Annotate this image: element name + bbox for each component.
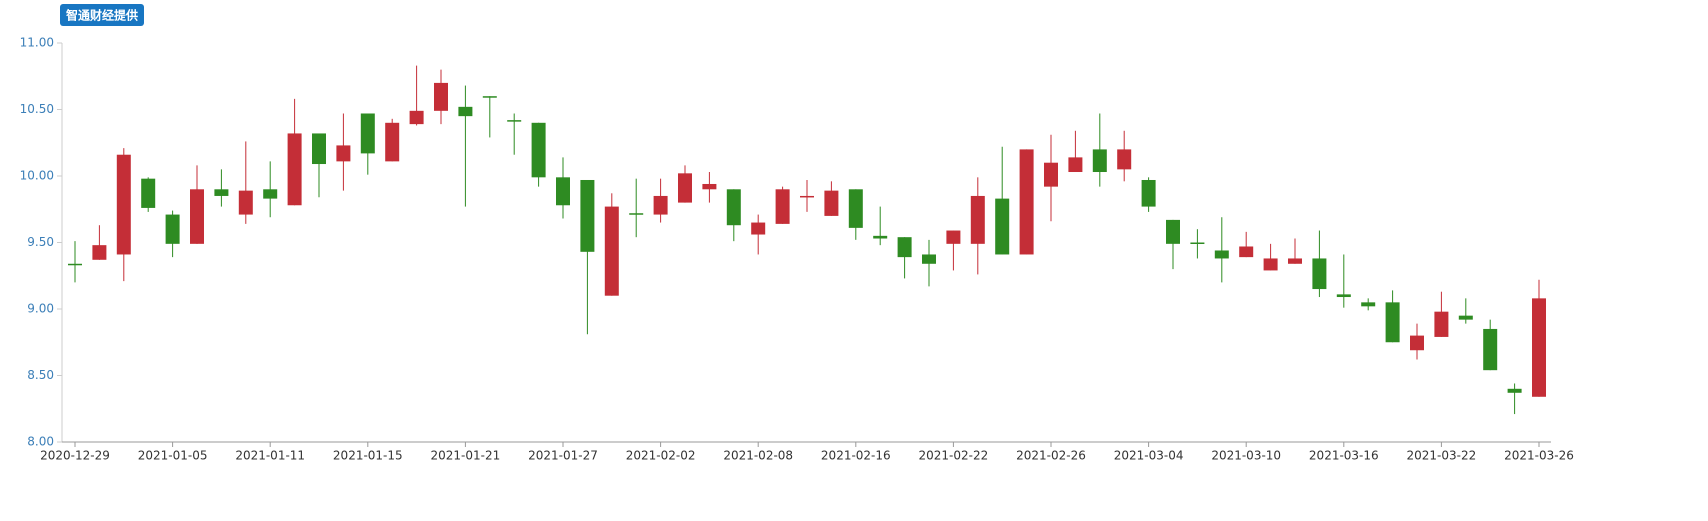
candle-body — [68, 263, 82, 266]
candle-body — [141, 178, 156, 208]
candle-body — [1458, 315, 1473, 320]
candle-body — [629, 213, 644, 215]
candle-body — [1019, 149, 1034, 255]
x-tick-label: 2021-02-22 — [919, 449, 989, 463]
candle-body — [287, 133, 302, 206]
candle-body — [482, 96, 497, 98]
y-tick-label: 8.00 — [27, 435, 54, 449]
candle-body — [458, 106, 473, 117]
candle-body — [775, 189, 790, 224]
y-tick-label: 11.00 — [20, 36, 54, 50]
candle-body — [92, 245, 107, 260]
candle-body — [1239, 246, 1254, 258]
candle-body — [116, 154, 131, 255]
candle-body — [1263, 258, 1278, 271]
candle-body — [897, 237, 912, 258]
x-tick-label: 2021-01-11 — [235, 449, 305, 463]
candle-body — [678, 173, 692, 203]
candle-body — [1190, 242, 1205, 244]
candle-body — [604, 206, 619, 296]
candle-body — [1092, 149, 1107, 173]
candle-body — [922, 254, 936, 264]
candle-body — [238, 190, 253, 215]
candle-body — [385, 122, 400, 162]
candle-body — [702, 183, 717, 190]
candle-body — [848, 189, 863, 228]
candle-body — [1166, 219, 1180, 244]
candle-body — [1434, 311, 1449, 337]
candle-body — [263, 189, 278, 199]
x-tick-label: 2021-02-08 — [723, 449, 793, 463]
candle-body — [1483, 328, 1498, 371]
candle-body — [824, 190, 839, 216]
candle-body — [726, 189, 741, 226]
candle-body — [1532, 298, 1546, 397]
candle-body — [1507, 388, 1522, 393]
candle-body — [336, 145, 351, 162]
x-tick-label: 2021-03-04 — [1114, 449, 1184, 463]
candle-body — [580, 179, 595, 252]
candle-body — [873, 235, 888, 239]
candle-body — [312, 133, 326, 165]
source-badge — [60, 4, 144, 26]
candle-body — [1288, 258, 1302, 264]
candle-body — [1044, 162, 1058, 187]
y-tick-label: 10.00 — [20, 169, 54, 183]
candle-body — [995, 198, 1010, 255]
x-tick-label: 2021-01-15 — [333, 449, 403, 463]
x-tick-label: 2021-03-22 — [1407, 449, 1477, 463]
candle-body — [1385, 302, 1400, 343]
candle-body — [507, 120, 522, 122]
candle-body — [751, 222, 766, 235]
y-tick-label: 10.50 — [20, 102, 54, 116]
y-tick-label: 8.50 — [27, 368, 54, 382]
candle-body — [190, 189, 204, 244]
candle-body — [360, 113, 375, 154]
x-tick-label: 2020-12-29 — [40, 449, 110, 463]
x-tick-label: 2021-01-21 — [431, 449, 501, 463]
candle-body — [434, 82, 448, 111]
x-tick-label: 2021-02-02 — [626, 449, 696, 463]
y-tick-label: 9.00 — [27, 302, 54, 316]
candle-body — [946, 230, 961, 244]
x-tick-label: 2021-03-10 — [1211, 449, 1281, 463]
candle-body — [1117, 149, 1132, 170]
candle-body — [1361, 302, 1376, 307]
candle-body — [1068, 157, 1083, 173]
x-tick-label: 2021-02-26 — [1016, 449, 1086, 463]
x-tick-label: 2021-03-26 — [1504, 449, 1574, 463]
candle-body — [1336, 294, 1351, 298]
candle-body — [970, 195, 985, 244]
candle-body — [165, 214, 180, 244]
candle-body — [214, 189, 229, 196]
candle-body — [531, 122, 546, 178]
x-tick-label: 2021-02-16 — [821, 449, 891, 463]
candle-body — [800, 195, 814, 198]
candle-body — [1214, 250, 1229, 259]
y-tick-label: 9.50 — [27, 235, 54, 249]
candle-body — [409, 110, 424, 125]
candle-body — [1410, 335, 1424, 351]
candle-body — [653, 195, 668, 215]
x-tick-label: 2021-01-05 — [138, 449, 208, 463]
candle-body — [556, 177, 570, 206]
candle-body — [1312, 258, 1327, 290]
candle-body — [1141, 179, 1156, 207]
x-tick-label: 2021-01-27 — [528, 449, 598, 463]
x-tick-label: 2021-03-16 — [1309, 449, 1379, 463]
source-text: 智通财经提供 — [65, 8, 138, 23]
